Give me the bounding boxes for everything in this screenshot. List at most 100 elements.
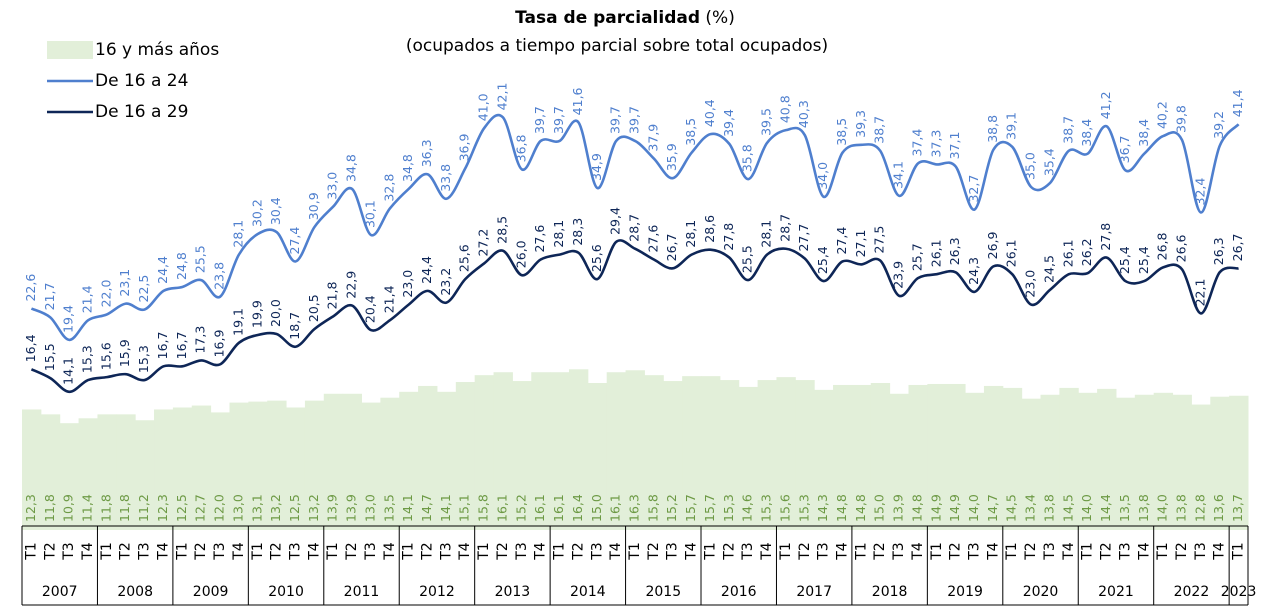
data-label: 34,8 <box>400 154 415 182</box>
data-label: 38,5 <box>834 118 849 146</box>
bar <box>22 409 42 530</box>
data-label: 14,3 <box>815 494 830 522</box>
bar <box>436 391 457 530</box>
data-label: 21,8 <box>325 281 340 309</box>
x-tick-label: T4 <box>1061 542 1077 561</box>
data-label: 14,7 <box>419 494 434 522</box>
x-tick-label: T3 <box>1193 542 1209 560</box>
x-tick-label: T3 <box>589 542 605 560</box>
data-label: 38,7 <box>872 116 887 144</box>
data-label: 40,2 <box>1155 101 1170 129</box>
data-label: 15,8 <box>645 494 660 522</box>
x-tick-label: T3 <box>137 542 153 560</box>
data-label: 30,9 <box>306 192 321 220</box>
x-group-label: 2017 <box>796 584 832 600</box>
x-tick-label: T3 <box>665 542 681 560</box>
x-tick-label: T4 <box>684 542 700 561</box>
data-label: 28,7 <box>627 214 642 242</box>
x-tick-label: T4 <box>533 542 549 561</box>
data-label: 29,4 <box>608 207 623 235</box>
data-label: 40,3 <box>796 100 811 128</box>
bar <box>983 385 1004 530</box>
x-tick-label: T4 <box>231 542 247 561</box>
bar <box>757 380 777 530</box>
data-label: 26,1 <box>928 239 943 267</box>
data-label: 39,1 <box>1004 112 1019 140</box>
bar <box>418 385 438 530</box>
title-unit: (%) <box>705 8 734 28</box>
data-label: 15,1 <box>457 494 472 522</box>
data-label: 17,3 <box>193 326 208 354</box>
bar <box>512 381 532 530</box>
x-group-label: 2018 <box>872 584 908 600</box>
data-label: 12,0 <box>212 494 227 522</box>
data-label: 39,2 <box>1211 111 1226 139</box>
data-label: 38,4 <box>1079 119 1094 147</box>
x-tick-label: T3 <box>363 542 379 560</box>
data-label: 23,0 <box>1023 270 1038 298</box>
data-label: 14,5 <box>1004 494 1019 522</box>
x-tick-label: T4 <box>985 542 1001 561</box>
bar <box>59 423 80 530</box>
x-tick-label: T2 <box>721 542 737 560</box>
data-label: 15,7 <box>702 494 717 522</box>
data-label: 26,3 <box>947 237 962 265</box>
data-label: 30,1 <box>362 200 377 228</box>
data-label: 24,5 <box>1041 255 1056 283</box>
data-label: 27,4 <box>287 227 302 255</box>
data-label: 27,8 <box>1098 223 1113 251</box>
data-label: 21,7 <box>42 282 57 310</box>
bar <box>135 420 155 530</box>
bar <box>833 384 853 530</box>
x-tick-label: T3 <box>816 542 832 560</box>
data-label: 28,3 <box>570 218 585 246</box>
data-label: 13,2 <box>306 494 321 522</box>
data-label: 16,1 <box>608 494 623 522</box>
bar <box>1097 388 1117 530</box>
bar <box>568 369 589 530</box>
data-label: 41,0 <box>476 93 491 121</box>
x-tick-label: T3 <box>740 542 756 560</box>
data-label: 36,8 <box>513 134 528 162</box>
x-tick-label: T4 <box>1136 542 1152 561</box>
x-tick-label: T1 <box>853 542 869 560</box>
data-label: 32,8 <box>381 174 396 202</box>
bar <box>172 407 193 530</box>
data-label: 11,4 <box>80 494 95 522</box>
bar <box>455 382 476 530</box>
data-label: 34,1 <box>891 161 906 189</box>
data-label: 16,7 <box>174 331 189 359</box>
data-label: 27,7 <box>796 224 811 252</box>
x-group-label: 2019 <box>947 584 983 600</box>
data-label: 27,5 <box>872 226 887 254</box>
data-label: 11,8 <box>42 494 57 522</box>
data-label: 23,1 <box>117 269 132 297</box>
x-tick-label: T2 <box>42 542 58 560</box>
bar <box>1059 387 1079 530</box>
x-tick-label: T3 <box>514 542 530 560</box>
x-tick-label: T3 <box>1042 542 1058 560</box>
x-tick-label: T1 <box>702 542 718 560</box>
data-label: 14,1 <box>400 494 415 522</box>
x-tick-label: T1 <box>401 542 417 560</box>
data-label: 14,9 <box>928 494 943 522</box>
data-label: 20,0 <box>268 299 283 327</box>
data-label: 25,4 <box>1136 246 1151 274</box>
bar <box>606 372 627 530</box>
data-label: 39,7 <box>532 106 547 134</box>
bar <box>191 405 212 530</box>
bar <box>814 389 834 530</box>
x-group-label: 2021 <box>1098 584 1134 600</box>
data-label: 13,5 <box>1117 494 1132 522</box>
data-label: 13,1 <box>249 494 264 522</box>
data-label: 35,8 <box>740 144 755 172</box>
data-label: 24,4 <box>155 256 170 284</box>
data-label: 25,4 <box>815 246 830 274</box>
data-label: 39,4 <box>721 109 736 137</box>
bar <box>342 393 363 530</box>
bar <box>1229 395 1249 530</box>
x-tick-label: T3 <box>287 542 303 560</box>
data-label: 37,1 <box>947 132 962 160</box>
x-tick-label: T4 <box>382 542 398 561</box>
